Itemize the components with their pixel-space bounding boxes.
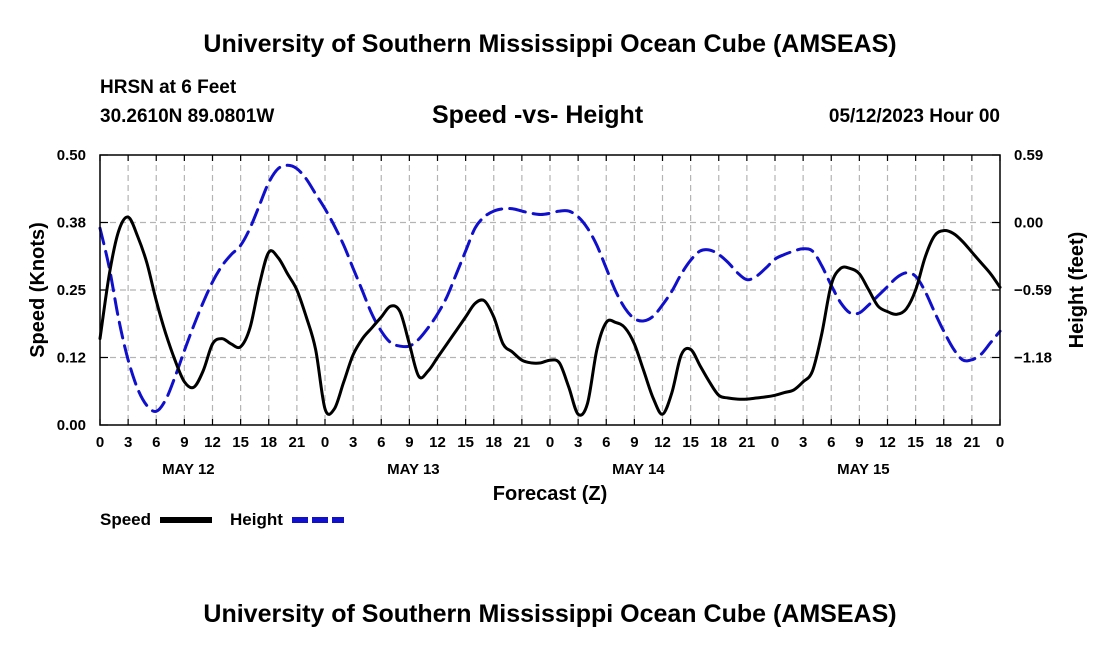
- x-day-label: MAY 12: [162, 461, 215, 478]
- station-label: HRSN at 6 Feet: [100, 77, 237, 98]
- x-tick-label: 6: [827, 434, 835, 451]
- x-tick-label: 12: [879, 434, 896, 451]
- x-tick-label: 0: [96, 434, 104, 451]
- x-tick-label: 12: [204, 434, 221, 451]
- x-tick-label: 18: [485, 434, 502, 451]
- x-tick-label: 15: [907, 434, 924, 451]
- y-left-tick-label: 0.50: [57, 147, 86, 164]
- y-axis-left-title: Speed (Knots): [27, 222, 49, 358]
- y-right-tick-label: 0.59: [1014, 147, 1043, 164]
- chart-subtitle: Speed -vs- Height: [432, 101, 644, 129]
- coordinates-label: 30.2610N 89.0801W: [100, 106, 275, 127]
- legend: Speed Height: [100, 510, 344, 529]
- y-right-tick-label: −1.18: [1014, 350, 1052, 367]
- x-tick-label: 0: [546, 434, 554, 451]
- x-tick-label: 9: [630, 434, 638, 451]
- x-tick-label: 3: [124, 434, 132, 451]
- axis-ticks: 0 3 6 9 12 15 18 21 0 3 6 9 12 15 18 21 0 3 6 9 12 15 18 21 0 3 6 9…: [57, 147, 1052, 478]
- y-left-tick-label: 0.12: [57, 350, 86, 367]
- x-tick-label: 12: [429, 434, 446, 451]
- x-tick-label: 0: [321, 434, 329, 451]
- x-tick-label: 3: [574, 434, 582, 451]
- x-tick-label: 21: [964, 434, 981, 451]
- x-day-label: MAY 13: [387, 461, 440, 478]
- forecast-date: 05/12/2023 Hour 00: [828, 106, 1000, 127]
- y-left-tick-label: 0.38: [57, 215, 86, 232]
- x-tick-label: 3: [799, 434, 807, 451]
- x-tick-label: 0: [771, 434, 779, 451]
- grid-lines: [100, 155, 1000, 425]
- legend-speed-label: Speed: [100, 510, 151, 529]
- series-line-speed: [98, 215, 1002, 417]
- y-left-tick-label: 0.25: [57, 282, 86, 299]
- x-tick-label: 18: [710, 434, 727, 451]
- x-day-label: MAY 15: [837, 461, 890, 478]
- x-axis-title: Forecast (Z): [493, 483, 607, 505]
- x-tick-label: 18: [935, 434, 952, 451]
- x-tick-label: 6: [602, 434, 610, 451]
- x-tick-label: 9: [855, 434, 863, 451]
- x-tick-label: 3: [349, 434, 357, 451]
- y-right-tick-label: −0.59: [1014, 282, 1052, 299]
- x-tick-label: 6: [152, 434, 160, 451]
- plot-frame: [99, 154, 1001, 426]
- series-line-height: [98, 163, 1002, 413]
- x-tick-label: 15: [232, 434, 249, 451]
- x-tick-label: 15: [682, 434, 699, 451]
- y-left-tick-label: 0.00: [57, 417, 86, 434]
- chart-title: University of Southern Mississippi Ocean…: [203, 30, 897, 58]
- x-tick-label: 0: [996, 434, 1004, 451]
- x-tick-label: 6: [377, 434, 385, 451]
- chart-title-bottom: University of Southern Mississippi Ocean…: [203, 600, 897, 628]
- legend-height-label: Height: [230, 510, 283, 529]
- x-tick-label: 9: [180, 434, 188, 451]
- series-layer: [98, 163, 1002, 417]
- x-tick-label: 9: [405, 434, 413, 451]
- y-right-tick-label: 0.00: [1014, 215, 1043, 232]
- x-tick-label: 21: [289, 434, 306, 451]
- x-tick-label: 21: [514, 434, 531, 451]
- x-tick-label: 21: [739, 434, 756, 451]
- x-day-label: MAY 14: [612, 461, 665, 478]
- x-tick-label: 18: [260, 434, 277, 451]
- x-tick-label: 12: [654, 434, 671, 451]
- x-tick-label: 15: [457, 434, 474, 451]
- y-axis-right-title: Height (feet): [1066, 232, 1088, 349]
